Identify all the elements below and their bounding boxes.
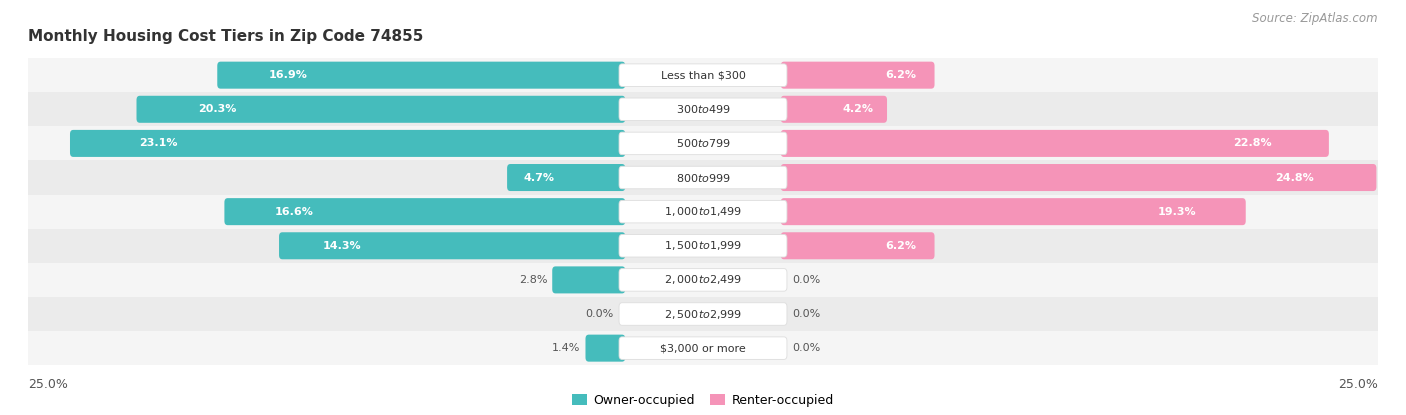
Text: $500 to $799: $500 to $799	[675, 137, 731, 149]
Text: 1.4%: 1.4%	[553, 343, 581, 353]
Text: $1,500 to $1,999: $1,500 to $1,999	[664, 239, 742, 252]
Text: 0.0%: 0.0%	[792, 343, 820, 353]
Text: 19.3%: 19.3%	[1159, 207, 1197, 217]
Text: $3,000 or more: $3,000 or more	[661, 343, 745, 353]
FancyBboxPatch shape	[585, 334, 626, 361]
Text: $800 to $999: $800 to $999	[675, 171, 731, 183]
FancyBboxPatch shape	[619, 64, 787, 86]
FancyBboxPatch shape	[619, 234, 787, 257]
Text: 2.8%: 2.8%	[519, 275, 547, 285]
Bar	[28, 331, 1378, 365]
FancyBboxPatch shape	[619, 303, 787, 325]
FancyBboxPatch shape	[278, 232, 626, 259]
Text: 4.2%: 4.2%	[842, 104, 873, 114]
Text: 22.8%: 22.8%	[1233, 139, 1271, 149]
Bar	[28, 263, 1378, 297]
FancyBboxPatch shape	[218, 62, 626, 89]
Text: 0.0%: 0.0%	[586, 309, 614, 319]
FancyBboxPatch shape	[619, 200, 787, 223]
FancyBboxPatch shape	[619, 337, 787, 359]
Text: 20.3%: 20.3%	[198, 104, 236, 114]
FancyBboxPatch shape	[780, 198, 1246, 225]
FancyBboxPatch shape	[136, 96, 626, 123]
Text: Monthly Housing Cost Tiers in Zip Code 74855: Monthly Housing Cost Tiers in Zip Code 7…	[28, 29, 423, 44]
Text: 24.8%: 24.8%	[1275, 173, 1315, 183]
Text: 0.0%: 0.0%	[792, 275, 820, 285]
Text: 14.3%: 14.3%	[323, 241, 361, 251]
Text: 6.2%: 6.2%	[886, 241, 917, 251]
FancyBboxPatch shape	[780, 232, 935, 259]
Bar	[28, 229, 1378, 263]
FancyBboxPatch shape	[619, 166, 787, 189]
Text: 0.0%: 0.0%	[792, 309, 820, 319]
FancyBboxPatch shape	[780, 130, 1329, 157]
Text: 25.0%: 25.0%	[1339, 378, 1378, 391]
Bar	[28, 297, 1378, 331]
Text: 23.1%: 23.1%	[139, 139, 177, 149]
FancyBboxPatch shape	[225, 198, 626, 225]
Bar	[28, 161, 1378, 195]
Text: 16.6%: 16.6%	[276, 207, 314, 217]
Text: 25.0%: 25.0%	[28, 378, 67, 391]
Text: 4.7%: 4.7%	[524, 173, 555, 183]
Bar	[28, 58, 1378, 92]
Bar	[28, 92, 1378, 126]
FancyBboxPatch shape	[70, 130, 626, 157]
Bar	[28, 195, 1378, 229]
FancyBboxPatch shape	[619, 98, 787, 120]
Legend: Owner-occupied, Renter-occupied: Owner-occupied, Renter-occupied	[572, 394, 834, 407]
Text: 6.2%: 6.2%	[886, 70, 917, 80]
Text: $2,000 to $2,499: $2,000 to $2,499	[664, 273, 742, 286]
FancyBboxPatch shape	[619, 269, 787, 291]
FancyBboxPatch shape	[780, 96, 887, 123]
Text: $2,500 to $2,999: $2,500 to $2,999	[664, 308, 742, 320]
Bar	[28, 126, 1378, 161]
FancyBboxPatch shape	[780, 62, 935, 89]
FancyBboxPatch shape	[619, 132, 787, 155]
Text: $300 to $499: $300 to $499	[675, 103, 731, 115]
Text: 16.9%: 16.9%	[269, 70, 308, 80]
FancyBboxPatch shape	[553, 266, 626, 293]
Text: Source: ZipAtlas.com: Source: ZipAtlas.com	[1253, 12, 1378, 25]
FancyBboxPatch shape	[508, 164, 626, 191]
FancyBboxPatch shape	[780, 164, 1376, 191]
Text: Less than $300: Less than $300	[661, 70, 745, 80]
Text: $1,000 to $1,499: $1,000 to $1,499	[664, 205, 742, 218]
